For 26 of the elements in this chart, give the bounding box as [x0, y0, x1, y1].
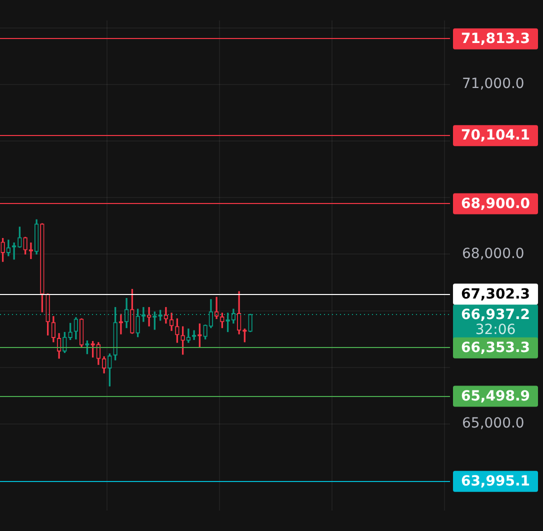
ref-line-label: 70,104.1 — [460, 128, 530, 144]
ref-line-label: 67,302.3 — [460, 286, 530, 302]
ref-line-label: 66,937.2 — [460, 306, 530, 323]
candlestick — [175, 318, 180, 343]
y-tick-label: 68,000.0 — [462, 246, 524, 262]
ref-line-label: 68,900.0 — [460, 196, 530, 212]
candlestick — [46, 293, 50, 336]
y-tick-label: 71,000.0 — [462, 76, 524, 92]
candlestick — [62, 332, 67, 353]
ref-line-label: 65,498.9 — [460, 388, 530, 404]
candlestick — [68, 322, 72, 340]
candlestick — [203, 324, 208, 340]
ref-line-label: 71,813.3 — [460, 30, 530, 47]
candlestick — [180, 326, 185, 355]
candlestick — [146, 307, 152, 326]
candlestick — [108, 353, 112, 386]
candlestick — [40, 223, 44, 312]
ref-line-label: 66,353.3 — [460, 340, 530, 356]
ref-line-label: 63,995.1 — [460, 474, 530, 490]
candlestick — [23, 236, 28, 255]
candlestick — [18, 226, 22, 248]
candlestick — [130, 288, 134, 334]
candlestick — [0, 238, 5, 262]
y-tick-label: 65,000.0 — [462, 416, 524, 432]
candlestick — [220, 312, 224, 328]
text: 32:06 — [475, 322, 516, 338]
